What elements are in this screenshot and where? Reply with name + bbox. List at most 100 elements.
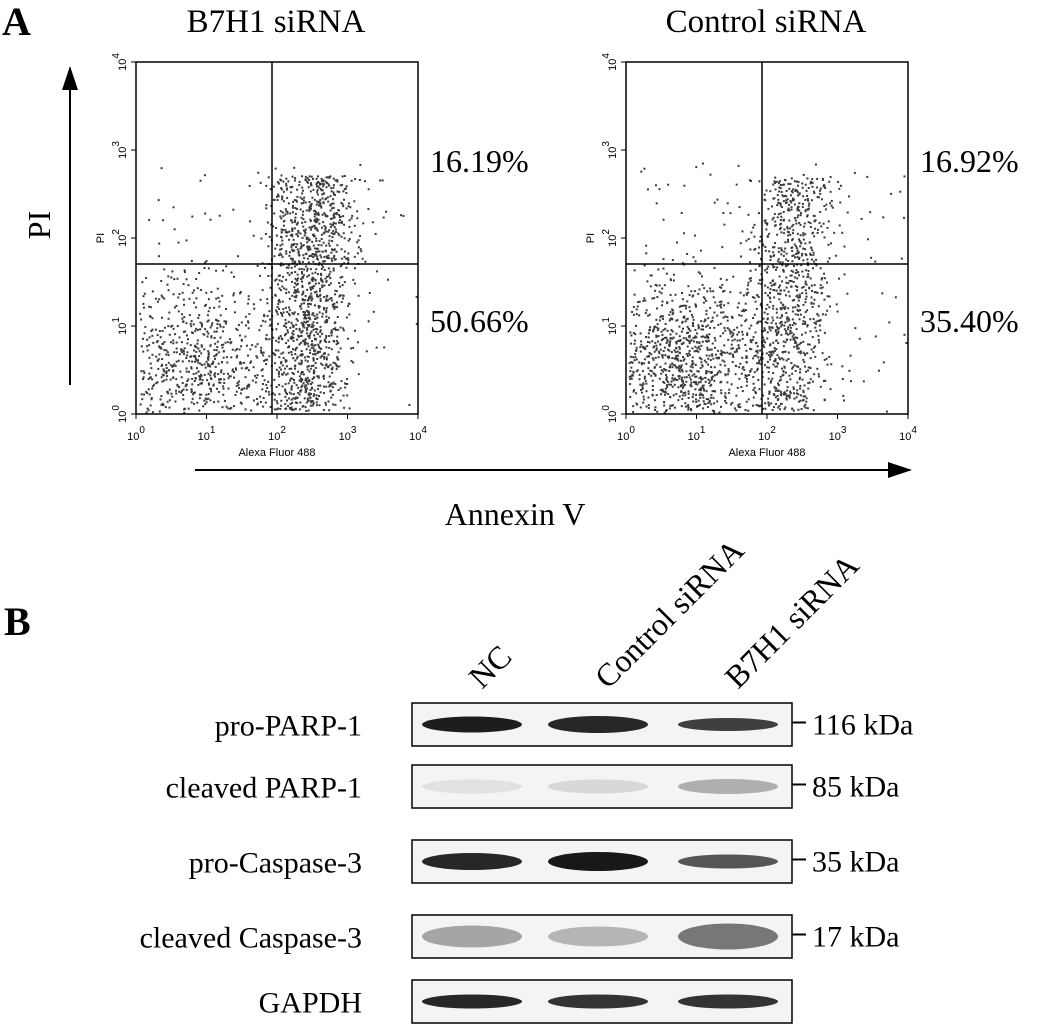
- event-dot: [820, 198, 823, 201]
- event-dot: [792, 188, 795, 191]
- event-dot: [198, 272, 201, 275]
- event-dot: [723, 289, 726, 292]
- event-dot: [796, 286, 799, 289]
- event-dot: [186, 379, 189, 382]
- event-dot: [745, 400, 748, 403]
- event-dot: [309, 220, 312, 223]
- event-dot: [300, 386, 303, 389]
- event-dot: [298, 327, 301, 330]
- event-dot: [328, 229, 331, 232]
- event-dot: [294, 401, 297, 404]
- event-dot: [350, 359, 353, 362]
- event-dot: [817, 228, 820, 231]
- event-dot: [668, 349, 671, 352]
- event-dot: [306, 365, 309, 368]
- event-dot: [326, 215, 329, 218]
- event-dot: [188, 297, 191, 300]
- plot-title: B7H1 siRNA: [187, 4, 366, 40]
- event-dot: [347, 302, 350, 305]
- event-dot: [638, 314, 641, 317]
- event-dot: [776, 216, 779, 219]
- event-dot: [288, 238, 291, 241]
- event-dot: [182, 394, 185, 397]
- event-dot: [710, 378, 713, 381]
- event-dot: [297, 334, 300, 337]
- event-dot: [143, 306, 146, 309]
- event-dot: [299, 341, 302, 344]
- event-dot: [332, 381, 335, 384]
- event-dot: [301, 284, 304, 287]
- event-dot: [244, 335, 247, 338]
- event-dot: [317, 282, 320, 285]
- event-dot: [321, 250, 324, 253]
- event-dot: [778, 228, 781, 231]
- event-dot: [823, 185, 826, 188]
- event-dot: [330, 202, 333, 205]
- size-label: 35 kDa: [812, 846, 899, 879]
- event-dot: [200, 374, 203, 377]
- event-dot: [285, 278, 288, 281]
- event-dot: [697, 381, 700, 384]
- event-dot: [682, 327, 685, 330]
- event-dot: [306, 177, 309, 180]
- event-dot: [704, 380, 707, 383]
- event-dot: [786, 230, 789, 233]
- event-dot: [230, 356, 233, 359]
- event-dot: [747, 284, 750, 287]
- event-dot: [222, 350, 225, 353]
- event-dot: [682, 341, 685, 344]
- event-dot: [663, 381, 666, 384]
- event-dot: [191, 360, 194, 363]
- event-dot: [284, 208, 287, 211]
- event-dot: [299, 208, 302, 211]
- event-dot: [174, 333, 177, 336]
- event-dot: [260, 349, 263, 352]
- event-dot: [681, 342, 684, 345]
- event-dot: [309, 254, 312, 257]
- event-dot: [723, 326, 726, 329]
- event-dot: [690, 290, 693, 293]
- event-dot: [810, 246, 813, 249]
- event-dot: [807, 204, 810, 207]
- event-dot: [818, 189, 821, 192]
- event-dot: [808, 287, 811, 290]
- event-dot: [304, 359, 307, 362]
- event-dot: [731, 360, 734, 363]
- event-dot: [665, 378, 668, 381]
- event-dot: [769, 329, 772, 332]
- event-dot: [775, 348, 778, 351]
- event-dot: [792, 229, 795, 232]
- event-dot: [731, 316, 734, 319]
- event-dot: [322, 306, 325, 309]
- event-dot: [792, 337, 795, 340]
- event-dot: [834, 254, 837, 257]
- tick-base: 10: [607, 323, 619, 335]
- event-dot: [148, 305, 151, 308]
- event-dot: [284, 342, 287, 345]
- event-dot: [287, 339, 290, 342]
- event-dot: [207, 353, 210, 356]
- event-dot: [804, 198, 807, 201]
- event-dot: [335, 368, 338, 371]
- event-dot: [720, 300, 723, 303]
- event-dot: [149, 306, 152, 309]
- event-dot: [317, 306, 320, 309]
- event-dot: [768, 404, 771, 407]
- event-dot: [755, 350, 758, 353]
- event-dot: [161, 296, 164, 299]
- event-dot: [304, 201, 307, 204]
- event-dot: [325, 255, 328, 258]
- event-dot: [310, 400, 313, 403]
- event-dot: [273, 408, 276, 411]
- event-dot: [698, 341, 701, 344]
- event-dot: [850, 380, 853, 383]
- event-dot: [280, 236, 283, 239]
- event-dot: [707, 401, 710, 404]
- event-dot: [858, 337, 861, 340]
- event-dot: [294, 216, 297, 219]
- event-dot: [327, 267, 330, 270]
- event-dot: [207, 356, 210, 359]
- event-dot: [785, 252, 788, 255]
- y-tick-label: 102: [111, 229, 129, 247]
- event-dot: [635, 349, 638, 352]
